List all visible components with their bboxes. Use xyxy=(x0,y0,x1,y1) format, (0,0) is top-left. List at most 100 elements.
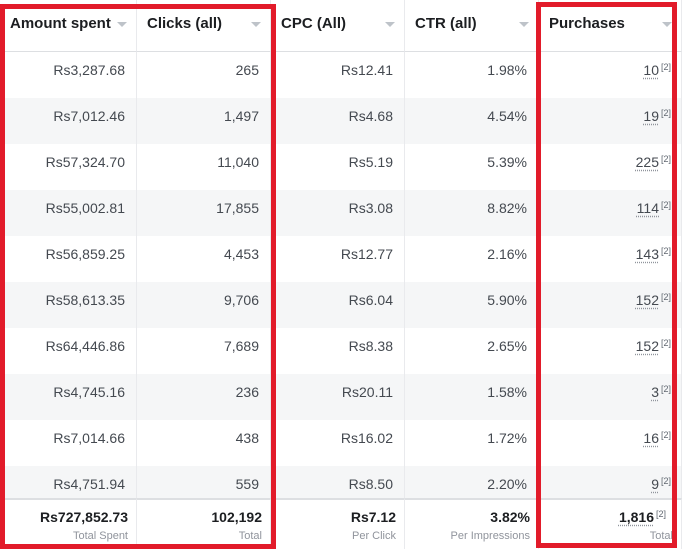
table-cell: 1,497 xyxy=(137,98,271,144)
cell-value: 8.82% xyxy=(487,200,527,216)
table-cell: 1.72% xyxy=(405,420,539,466)
table-cell: 265 xyxy=(137,52,271,98)
table-cell: Rs55,002.81 xyxy=(0,190,137,236)
column-header[interactable]: CTR (all) xyxy=(405,0,539,52)
cell-value: 5.90% xyxy=(487,292,527,308)
caret-down-icon[interactable] xyxy=(251,22,261,27)
cell-value: 1.72% xyxy=(487,430,527,446)
purchases-link[interactable]: 225 xyxy=(635,154,659,170)
cell-value: 11,040 xyxy=(217,154,259,170)
purchases-link[interactable]: 9 xyxy=(651,476,659,492)
column-header-label: CPC (All) xyxy=(281,15,346,32)
table-cell: 7,689 xyxy=(137,328,271,374)
column-header-label: Purchases xyxy=(549,15,625,32)
column-ctr: CTR (all) 1.98% 4.54% 5.39% 8.82% 2.16% 5.90%… xyxy=(405,0,539,549)
column-header-label: CTR (all) xyxy=(415,15,477,32)
table-cell: 16 [2] xyxy=(539,420,682,466)
cell-value: 5.39% xyxy=(487,154,527,170)
table-cell: 10 [2] xyxy=(539,52,682,98)
summary-label: Per Click xyxy=(351,530,396,542)
table-cell: Rs4,745.16 xyxy=(0,374,137,420)
table-cell: Rs5.19 xyxy=(271,144,405,190)
purchases-link[interactable]: 152 xyxy=(635,338,659,354)
column-cpc: CPC (All) Rs12.41 Rs4.68 Rs5.19 Rs3.08 Rs12.… xyxy=(271,0,405,549)
table-cell: 5.90% xyxy=(405,282,539,328)
caret-down-icon[interactable] xyxy=(385,22,395,27)
table-cell: Rs57,324.70 xyxy=(0,144,137,190)
cell-value: Rs6.04 xyxy=(348,292,393,308)
table-cell: Rs56,859.25 xyxy=(0,236,137,282)
table-cell: 236 xyxy=(137,374,271,420)
table-cell: 19 [2] xyxy=(539,98,682,144)
cell-value: Rs12.77 xyxy=(340,246,393,262)
table-cell: Rs7,012.46 xyxy=(0,98,137,144)
cell-value: Rs64,446.86 xyxy=(45,338,125,354)
cell-value: 2.65% xyxy=(487,338,527,354)
cell-value: 236 xyxy=(235,384,259,400)
purchases-link[interactable]: 152 xyxy=(635,292,659,308)
summary-value: Rs7.12 xyxy=(350,509,396,525)
table-cell: 2.16% xyxy=(405,236,539,282)
table-cell: 5.39% xyxy=(405,144,539,190)
cell-value: Rs58,613.35 xyxy=(45,292,125,308)
table-cell: 4.54% xyxy=(405,98,539,144)
table-cell: 11,040 xyxy=(137,144,271,190)
table-cell: Rs3.08 xyxy=(271,190,405,236)
summary-cell: 3.82% Per Impressions xyxy=(405,498,539,549)
column-header[interactable]: Amount spent xyxy=(0,0,137,52)
footnote-marker: [2] xyxy=(660,154,671,164)
cell-value: Rs3,287.68 xyxy=(53,62,125,78)
cell-value: Rs5.19 xyxy=(348,154,393,170)
table-cell: Rs7,014.66 xyxy=(0,420,137,466)
table-cell: Rs58,613.35 xyxy=(0,282,137,328)
cell-value: Rs56,859.25 xyxy=(45,246,125,262)
table-cell: 152 [2] xyxy=(539,328,682,374)
column-header[interactable]: CPC (All) xyxy=(271,0,405,52)
cell-value: Rs8.50 xyxy=(348,476,393,492)
summary-label: Total xyxy=(649,530,673,542)
column-header-label: Clicks (all) xyxy=(147,15,223,32)
table-cell: Rs8.38 xyxy=(271,328,405,374)
cell-value: 2.20% xyxy=(487,476,527,492)
cell-value: 9,706 xyxy=(223,292,259,308)
table-cell: 152 [2] xyxy=(539,282,682,328)
cell-value: 4.54% xyxy=(487,108,527,124)
table-cell: 143 [2] xyxy=(539,236,682,282)
table-cell: 225 [2] xyxy=(539,144,682,190)
purchases-link[interactable]: 3 xyxy=(651,384,659,400)
cell-value: 438 xyxy=(235,430,259,446)
column-purchases: Purchases 10 [2] 19 [2] 225 [2] 114 [2] 143 [2] 15… xyxy=(539,0,682,549)
purchases-link[interactable]: 16 xyxy=(643,430,659,446)
footnote-marker: [2] xyxy=(660,384,671,394)
caret-down-icon[interactable] xyxy=(117,22,127,27)
cell-value: 7,689 xyxy=(223,338,259,354)
table-cell: 1.98% xyxy=(405,52,539,98)
table-cell: 3 [2] xyxy=(539,374,682,420)
table-cell: Rs64,446.86 xyxy=(0,328,137,374)
column-amount-spent: Amount spent Rs3,287.68 Rs7,012.46 Rs57,32… xyxy=(0,0,137,549)
cell-value: Rs7,012.46 xyxy=(53,108,125,124)
column-header[interactable]: Purchases xyxy=(539,0,682,52)
cell-value: Rs55,002.81 xyxy=(45,200,125,216)
purchases-link[interactable]: 10 xyxy=(643,62,659,78)
table-cell: Rs20.11 xyxy=(271,374,405,420)
summary-value[interactable]: 1,816 xyxy=(618,509,654,525)
purchases-link[interactable]: 19 xyxy=(643,108,659,124)
footnote-marker: [2] xyxy=(660,476,671,486)
cell-value: Rs4.68 xyxy=(348,108,393,124)
footnote-marker: [2] xyxy=(660,200,671,210)
column-header[interactable]: Clicks (all) xyxy=(137,0,271,52)
purchases-link[interactable]: 114 xyxy=(636,200,659,216)
cell-value: 265 xyxy=(235,62,259,78)
table-cell: 9,706 xyxy=(137,282,271,328)
cell-value: 17,855 xyxy=(216,200,259,216)
column-header-label: Amount spent xyxy=(10,15,111,32)
table-cell: 1.58% xyxy=(405,374,539,420)
caret-down-icon[interactable] xyxy=(519,22,529,27)
summary-cell: 1,816 [2] Total xyxy=(539,498,682,549)
footnote-marker: [2] xyxy=(660,108,671,118)
table-cell: Rs12.41 xyxy=(271,52,405,98)
purchases-link[interactable]: 143 xyxy=(635,246,659,262)
caret-down-icon[interactable] xyxy=(662,22,672,27)
cell-value: 4,453 xyxy=(223,246,259,262)
